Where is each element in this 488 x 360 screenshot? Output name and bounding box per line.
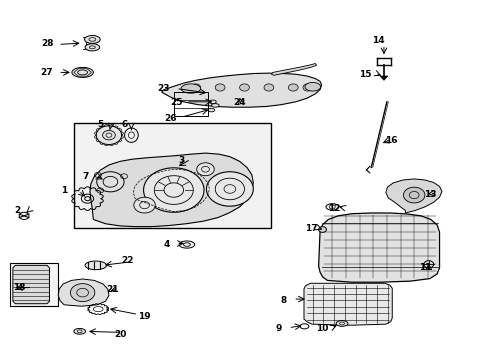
Polygon shape	[84, 36, 100, 43]
Text: 14: 14	[371, 36, 384, 45]
Polygon shape	[161, 73, 321, 107]
Text: 25: 25	[170, 98, 182, 107]
Text: 27: 27	[41, 68, 53, 77]
Polygon shape	[305, 82, 320, 91]
Text: 22: 22	[121, 256, 133, 265]
Bar	[74, 123, 271, 228]
Bar	[10, 263, 58, 306]
Text: 13: 13	[423, 190, 435, 199]
Polygon shape	[72, 67, 93, 77]
Text: 17: 17	[305, 224, 318, 233]
Text: 3: 3	[178, 156, 184, 165]
Text: 8: 8	[280, 296, 286, 305]
Polygon shape	[209, 100, 216, 104]
Polygon shape	[97, 172, 124, 192]
Polygon shape	[85, 261, 106, 270]
Text: 1: 1	[61, 186, 67, 195]
Text: 26: 26	[164, 114, 176, 123]
Text: 2: 2	[15, 206, 21, 215]
Bar	[173, 92, 207, 116]
Polygon shape	[385, 179, 441, 213]
Text: 28: 28	[41, 39, 53, 48]
Polygon shape	[325, 204, 338, 210]
Text: 10: 10	[316, 324, 328, 333]
Text: 23: 23	[157, 84, 169, 93]
Polygon shape	[181, 84, 200, 93]
Polygon shape	[143, 168, 203, 212]
Polygon shape	[318, 213, 439, 282]
Polygon shape	[239, 84, 249, 91]
Text: 4: 4	[163, 240, 169, 249]
Polygon shape	[13, 265, 49, 304]
Polygon shape	[303, 84, 312, 91]
Polygon shape	[423, 261, 433, 268]
Polygon shape	[335, 320, 347, 326]
Text: 18: 18	[13, 283, 25, 292]
Polygon shape	[90, 153, 253, 226]
Polygon shape	[271, 63, 316, 75]
Polygon shape	[124, 128, 138, 142]
Polygon shape	[318, 227, 326, 232]
Polygon shape	[74, 328, 85, 334]
Text: 11: 11	[418, 264, 430, 273]
Polygon shape	[58, 279, 109, 306]
Polygon shape	[207, 108, 214, 112]
Text: 12: 12	[328, 204, 340, 213]
Text: 16: 16	[384, 136, 396, 145]
Polygon shape	[196, 163, 214, 176]
Polygon shape	[134, 197, 155, 213]
Polygon shape	[288, 84, 298, 91]
Text: 15: 15	[359, 70, 371, 79]
Polygon shape	[85, 44, 100, 51]
Text: 7: 7	[82, 172, 89, 181]
Polygon shape	[304, 283, 391, 325]
Polygon shape	[379, 76, 387, 80]
Polygon shape	[190, 84, 200, 91]
Text: 20: 20	[114, 330, 126, 339]
Text: 6: 6	[122, 120, 128, 129]
Polygon shape	[264, 84, 273, 91]
Polygon shape	[211, 104, 219, 107]
Polygon shape	[96, 126, 122, 144]
Polygon shape	[206, 172, 253, 206]
Text: 9: 9	[275, 324, 281, 333]
Text: 5: 5	[97, 120, 103, 129]
Polygon shape	[403, 187, 424, 203]
Polygon shape	[215, 84, 224, 91]
Text: 21: 21	[106, 285, 119, 294]
Text: 19: 19	[138, 312, 150, 321]
Polygon shape	[70, 284, 95, 302]
Text: 24: 24	[233, 98, 245, 107]
Polygon shape	[179, 241, 194, 248]
